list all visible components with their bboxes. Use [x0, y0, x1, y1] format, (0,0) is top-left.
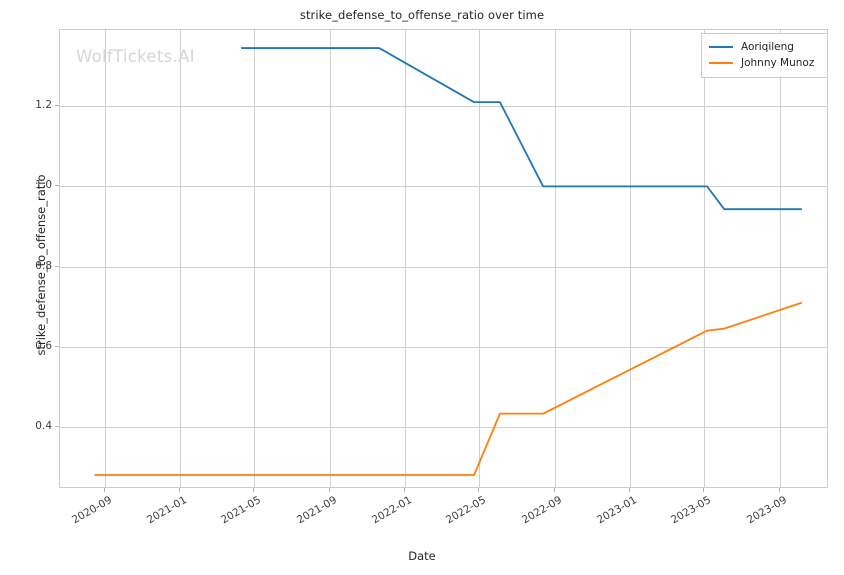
x-tick-label: 2022-09	[519, 494, 564, 527]
gridline-horizontal	[60, 106, 827, 108]
y-axis-label: strike_defense_to_offense_ratio	[34, 174, 48, 356]
x-tick-mark	[702, 488, 704, 492]
gridline-vertical	[554, 30, 556, 487]
legend-item-label: Aoriqileng	[741, 41, 794, 53]
x-tick-mark	[478, 488, 479, 492]
legend-color-swatch	[709, 62, 733, 64]
x-tick-mark	[553, 488, 555, 492]
chart-legend: Aoriqileng Johnny Munoz	[701, 33, 828, 78]
x-tick-mark	[179, 488, 181, 492]
y-tick-label: 0.8	[35, 259, 52, 272]
y-tick-mark	[55, 265, 59, 267]
legend-item[interactable]: Aoriqileng	[709, 39, 820, 55]
gridline-vertical	[703, 30, 705, 487]
chart-title: strike_defense_to_offense_ratio over tim…	[299, 8, 545, 22]
x-tick-mark	[778, 488, 780, 492]
legend-item-label: Johnny Munoz	[741, 57, 815, 69]
gridline-vertical	[105, 30, 106, 487]
x-tick-label: 2023-05	[668, 494, 713, 527]
y-tick-mark	[55, 345, 59, 347]
gridline-vertical	[405, 30, 407, 487]
x-tick-label: 2021-05	[219, 494, 264, 527]
y-tick-label: 0.4	[35, 419, 52, 432]
y-tick-mark	[55, 425, 59, 427]
series-plot	[94, 47, 803, 476]
gridline-vertical	[329, 30, 331, 487]
gridline-horizontal	[60, 186, 827, 188]
gridline-vertical	[630, 30, 631, 487]
y-tick-label: 0.6	[35, 339, 52, 352]
gridline-vertical	[479, 30, 480, 487]
x-tick-label: 2020-09	[69, 494, 114, 527]
y-tick-label: 1.0	[35, 179, 52, 192]
y-tick-mark	[55, 185, 59, 187]
gridline-horizontal	[60, 426, 827, 428]
y-tick-mark	[55, 105, 59, 107]
gridline-vertical	[254, 30, 256, 487]
x-tick-mark	[103, 488, 105, 492]
gridline-vertical	[779, 30, 781, 487]
plot-area: WolfTickets.AI	[59, 29, 828, 488]
x-tick-label: 2023-01	[594, 494, 639, 527]
x-tick-label: 2021-01	[145, 494, 190, 527]
x-tick-label: 2023-09	[744, 494, 789, 527]
x-tick-label: 2022-05	[444, 494, 488, 527]
x-tick-mark	[253, 488, 255, 492]
legend-item[interactable]: Johnny Munoz	[709, 55, 820, 71]
legend-color-swatch	[709, 46, 733, 48]
line-johnny-munoz	[94, 301, 803, 476]
x-tick-mark	[328, 488, 330, 492]
x-tick-label: 2021-09	[294, 494, 339, 527]
y-tick-label: 1.2	[35, 99, 52, 112]
x-tick-label: 2022-01	[370, 494, 415, 527]
gridline-vertical	[180, 30, 182, 487]
gridline-horizontal	[60, 266, 827, 268]
x-axis-label: Date	[408, 549, 436, 563]
x-tick-mark	[628, 488, 630, 492]
x-tick-mark	[404, 488, 406, 492]
line-aoriqileng	[241, 47, 802, 211]
gridline-horizontal	[60, 346, 827, 348]
